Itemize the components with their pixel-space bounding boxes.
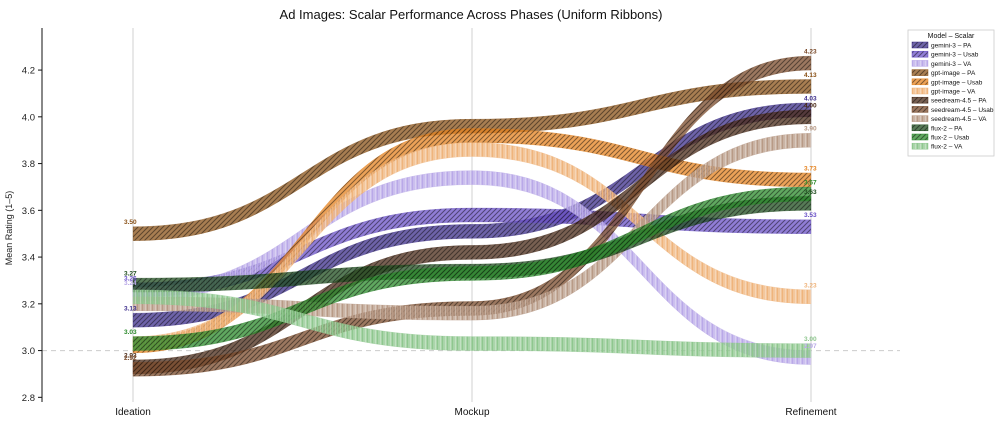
legend-swatch	[911, 106, 929, 113]
legend-item: gpt-image – PA	[931, 70, 976, 77]
data-label: 2.92	[124, 355, 137, 362]
x-tick-label: Ideation	[115, 407, 151, 418]
legend-item: gemini-3 – VA	[931, 61, 972, 68]
legend-item: gemini-3 – Usab	[931, 52, 979, 59]
y-tick-label: 3.8	[22, 159, 35, 170]
ribbons	[132, 55, 812, 377]
data-label: 4.23	[804, 49, 817, 56]
data-label: 3.50	[124, 219, 137, 226]
legend-swatch	[911, 142, 929, 150]
y-axis-label: Mean Rating (1–5)	[4, 191, 14, 266]
ribbon-flux-2-va	[132, 289, 812, 358]
y-tick-label: 3.6	[22, 206, 35, 217]
legend-item: gemini-3 – PA	[931, 43, 972, 50]
legend-swatch	[911, 69, 929, 76]
data-label: 3.53	[804, 212, 817, 219]
data-label: 2.93	[124, 352, 137, 359]
legend-item: flux-2 – Usab	[931, 135, 970, 142]
legend-item: seedream-4.5 – PA	[931, 98, 987, 105]
legend-swatch	[911, 133, 929, 141]
legend-swatch	[911, 115, 929, 122]
x-tick-label: Refinement	[785, 407, 836, 418]
ribbon-gpt-image-va	[132, 142, 812, 351]
data-label: 2.97	[804, 343, 817, 350]
legend-item: flux-2 – PA	[931, 125, 963, 132]
legend-item: seedream-4.5 – Usab	[931, 107, 994, 114]
legend-item: flux-2 – VA	[931, 144, 963, 151]
legend-swatch	[911, 60, 929, 67]
legend-swatch	[911, 50, 929, 58]
legend-swatch	[911, 124, 929, 132]
legend-title: Model – Scalar	[928, 33, 975, 40]
y-tick-label: 3.0	[22, 346, 35, 357]
legend-swatch	[911, 96, 929, 104]
data-label: 3.67	[804, 179, 817, 186]
data-label: 3.13	[124, 306, 137, 313]
data-label: 3.90	[804, 126, 817, 133]
legend-item: seedream-4.5 – VA	[931, 116, 987, 123]
ribbon-gpt-image-pa	[132, 79, 812, 241]
data-label: 3.73	[804, 165, 817, 172]
legend-item: gpt-image – Usab	[931, 79, 983, 86]
data-label: 4.00	[804, 102, 817, 109]
legend-swatch	[911, 87, 929, 95]
data-label: 3.27	[124, 271, 137, 278]
data-label: 3.03	[124, 329, 137, 336]
legend: Model – Scalar gemini-3 – PA gemini-3 – Us…	[907, 29, 995, 157]
data-label: 4.03	[804, 95, 817, 102]
legend-item: gpt-image – VA	[931, 89, 976, 96]
y-tick-label: 3.2	[22, 299, 35, 310]
ribbon-flux-2-usab	[132, 186, 812, 351]
data-label: 3.23	[804, 282, 817, 289]
value-labels: 3.13 4.03 3.26 3.53 3.24 2.97 3.50 4.13 3.73 3.23…	[124, 49, 817, 362]
x-tick-label: Mockup	[454, 407, 489, 418]
y-tick-label: 4.2	[22, 66, 35, 77]
data-label: 4.13	[804, 72, 817, 79]
data-label: 3.24	[124, 280, 137, 287]
y-tick-label: 3.4	[22, 253, 35, 264]
data-label: 3.26	[124, 275, 137, 282]
data-label: 3.63	[804, 189, 817, 196]
data-label: 3.00	[804, 336, 817, 343]
y-tick-label: 4.0	[22, 112, 35, 123]
y-tick-label: 2.8	[22, 393, 35, 404]
chart-title: Ad Images: Scalar Performance Across Pha…	[280, 7, 663, 22]
legend-swatch	[911, 78, 929, 86]
legend-swatch	[911, 41, 929, 49]
tick-labels: 2.8 3.0 3.2 3.4 3.6 3.8 4.0 4.2 Ideation Mockup Re…	[22, 66, 837, 418]
